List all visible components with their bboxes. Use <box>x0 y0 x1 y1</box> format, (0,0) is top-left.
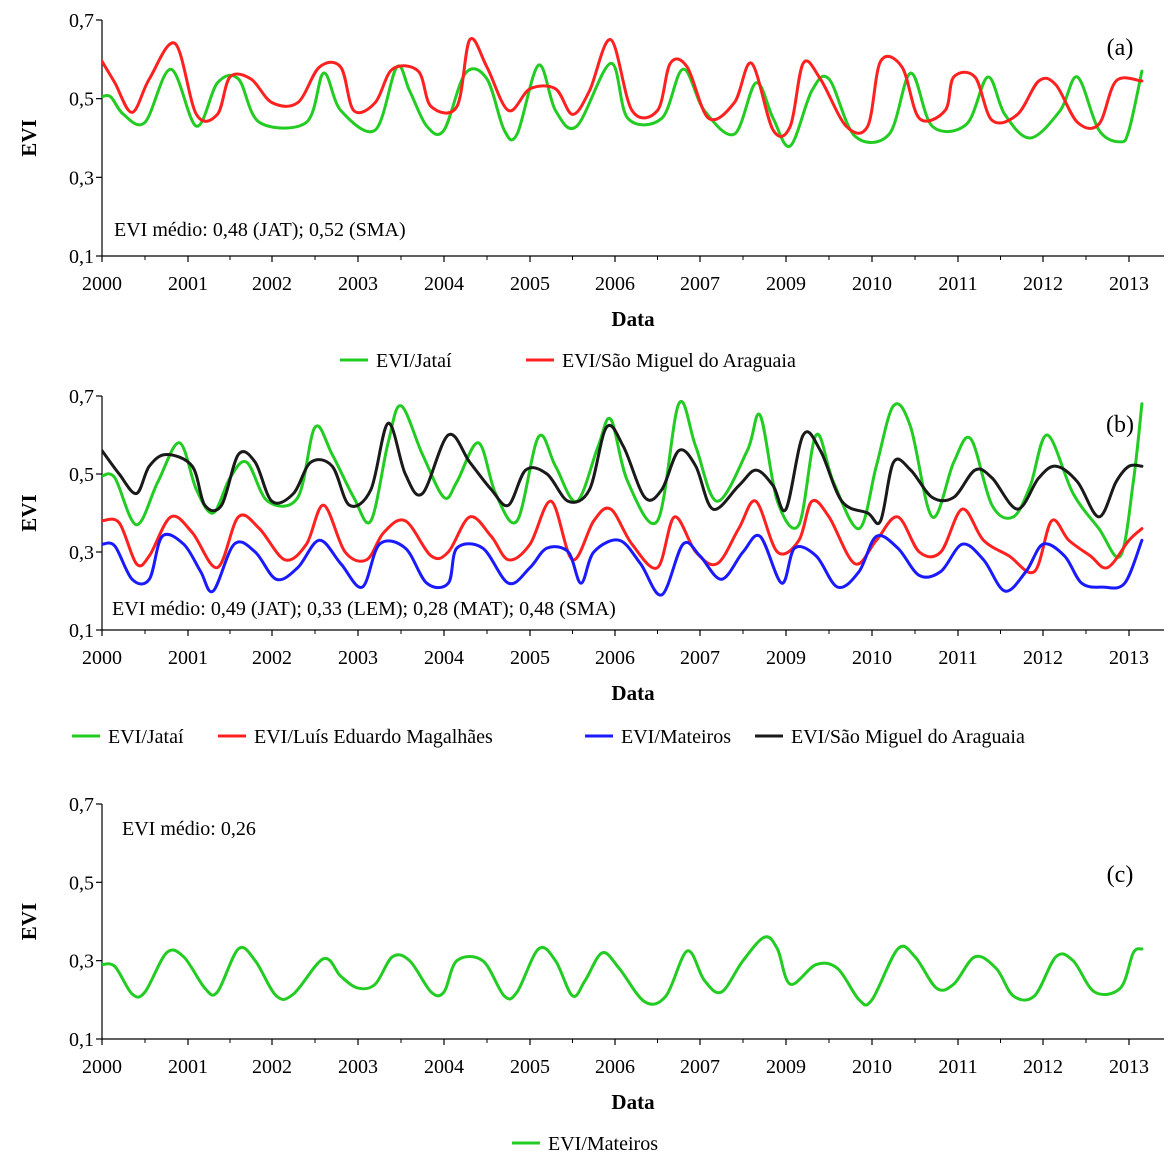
x-tick-label: 2009 <box>766 647 806 669</box>
x-tick-label: 2009 <box>766 273 806 295</box>
x-axis-title: Data <box>611 1090 655 1114</box>
x-tick-label: 2007 <box>680 1056 720 1078</box>
x-tick-label: 2006 <box>595 273 635 295</box>
y-tick-label: 0,5 <box>69 464 94 486</box>
series-line-evi-mateiros <box>102 935 1144 1007</box>
x-tick-label: 2006 <box>595 647 635 669</box>
y-tick-label: 0,1 <box>69 620 94 642</box>
mean-evi-annotation: EVI médio: 0,49 (JAT); 0,33 (LEM); 0,28 … <box>112 598 616 620</box>
x-tick-label: 2004 <box>424 1056 464 1078</box>
y-tick-label: 0,5 <box>69 872 94 894</box>
mean-evi-annotation: EVI médio: 0,26 <box>122 818 256 840</box>
x-tick-label: 2001 <box>168 273 208 295</box>
series-line-evi-sao-miguel-do-araguaia <box>102 421 1144 526</box>
series-line-evi-sao-miguel-do-araguaia <box>102 37 1144 138</box>
legend-entry-evi-sao-miguel-do-araguaia: EVI/São Miguel do Araguaia <box>562 350 796 372</box>
x-tick-label: 2003 <box>338 647 378 669</box>
x-tick-label: 2007 <box>680 647 720 669</box>
x-tick-label: 2009 <box>766 1056 806 1078</box>
y-tick-label: 0,3 <box>69 951 94 973</box>
x-tick-label: 2011 <box>938 647 977 669</box>
series-line-evi-jatai <box>102 61 1144 148</box>
x-tick-label: 2000 <box>82 273 122 295</box>
x-tick-label: 2012 <box>1023 273 1063 295</box>
y-tick-label: 0,3 <box>69 542 94 564</box>
y-tick-label: 0,7 <box>69 794 94 816</box>
x-tick-label: 2010 <box>852 1056 892 1078</box>
mean-evi-annotation: EVI médio: 0,48 (JAT); 0,52 (SMA) <box>114 219 406 241</box>
x-tick-label: 2002 <box>252 1056 292 1078</box>
x-tick-label: 2007 <box>680 273 720 295</box>
y-axis-title: EVI <box>17 494 41 531</box>
x-tick-label: 2005 <box>510 1056 550 1078</box>
x-tick-label: 2011 <box>938 273 977 295</box>
panel-label: (a) <box>1107 35 1134 61</box>
y-tick-label: 0,5 <box>69 89 94 111</box>
y-tick-label: 0,7 <box>69 10 94 32</box>
x-tick-label: 2004 <box>424 647 464 669</box>
x-tick-label: 2010 <box>852 273 892 295</box>
x-tick-label: 2003 <box>338 273 378 295</box>
x-axis-title: Data <box>611 681 655 705</box>
series-line-evi-mateiros <box>102 532 1144 597</box>
legend-entry-evi-mateiros: EVI/Mateiros <box>621 726 731 748</box>
series-line-evi-jatai <box>102 399 1144 559</box>
legend-entry-evi-sao-miguel-do-araguaia: EVI/São Miguel do Araguaia <box>791 726 1025 748</box>
x-tick-label: 2005 <box>510 647 550 669</box>
y-tick-label: 0,1 <box>69 1029 94 1051</box>
x-tick-label: 2001 <box>168 1056 208 1078</box>
x-tick-label: 2000 <box>82 647 122 669</box>
legend-entry-evi-luis-eduardo-magalhaes: EVI/Luís Eduardo Magalhães <box>254 726 493 748</box>
y-tick-label: 0,7 <box>69 386 94 408</box>
legend-entry-evi-jatai: EVI/Jataí <box>376 350 452 372</box>
panel-label: (b) <box>1106 412 1134 438</box>
x-tick-label: 2004 <box>424 273 464 295</box>
x-tick-label: 2011 <box>938 1056 977 1078</box>
x-tick-label: 2002 <box>252 273 292 295</box>
x-tick-label: 2003 <box>338 1056 378 1078</box>
x-tick-label: 2001 <box>168 647 208 669</box>
y-tick-label: 0,3 <box>69 167 94 189</box>
series-line-evi-luis-eduardo-magalhaes <box>102 498 1144 575</box>
x-tick-label: 2012 <box>1023 1056 1063 1078</box>
panel-label: (c) <box>1107 862 1134 888</box>
y-axis-title: EVI <box>17 903 41 940</box>
x-tick-label: 2013 <box>1109 647 1149 669</box>
x-tick-label: 2013 <box>1109 1056 1149 1078</box>
legend-entry-evi-jatai: EVI/Jataí <box>108 726 184 748</box>
x-tick-label: 2010 <box>852 647 892 669</box>
x-tick-label: 2005 <box>510 273 550 295</box>
x-tick-label: 2002 <box>252 647 292 669</box>
x-axis-title: Data <box>611 307 655 331</box>
x-tick-label: 2000 <box>82 1056 122 1078</box>
y-tick-label: 0,1 <box>69 246 94 268</box>
x-tick-label: 2006 <box>595 1056 635 1078</box>
x-tick-label: 2012 <box>1023 647 1063 669</box>
legend-entry-evi-mateiros: EVI/Mateiros <box>548 1133 658 1155</box>
y-axis-title: EVI <box>17 119 41 156</box>
x-tick-label: 2013 <box>1109 273 1149 295</box>
